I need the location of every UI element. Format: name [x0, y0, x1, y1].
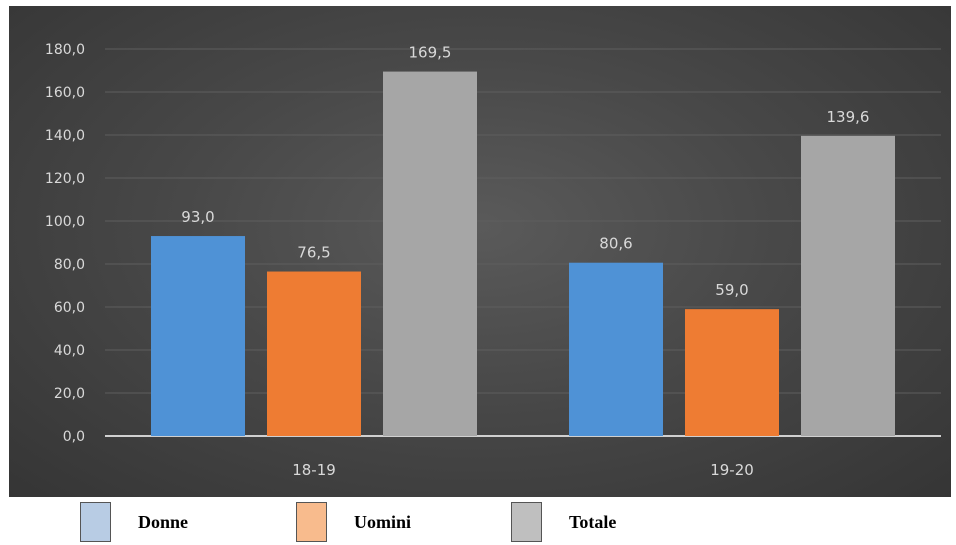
y-tick-label: 160,0	[45, 85, 85, 101]
legend-item-donne: Donne	[80, 502, 188, 542]
bar-uomini-18-19	[267, 271, 361, 436]
legend-swatch-uomini	[296, 502, 327, 542]
y-tick-label: 0,0	[63, 429, 85, 445]
legend-label-uomini: Uomini	[354, 511, 412, 532]
bar-donne-18-19	[151, 236, 245, 436]
y-tick-label: 120,0	[45, 171, 85, 187]
data-label: 93,0	[181, 208, 214, 226]
y-tick-label: 80,0	[54, 257, 85, 273]
data-label: 59,0	[715, 281, 748, 299]
legend-swatch-totale	[511, 502, 542, 542]
legend: Donne Uomini Totale	[0, 497, 956, 545]
legend-item-uomini: Uomini	[296, 502, 411, 542]
y-tick-label: 100,0	[45, 214, 85, 230]
y-tick-label: 140,0	[45, 128, 85, 144]
legend-item-totale: Totale	[511, 502, 616, 542]
bar-donne-19-20	[569, 262, 663, 436]
y-tick-label: 60,0	[54, 300, 85, 316]
legend-swatch-donne	[80, 502, 111, 542]
x-category-label: 18-19	[292, 461, 336, 479]
bar-totale-18-19	[383, 71, 477, 436]
data-label: 76,5	[297, 244, 330, 262]
x-category-label: 19-20	[710, 461, 754, 479]
chart-area: 0,0 20,0 40,0 60,0 80,0 100,0 120,0 140,0 160,0 1…	[9, 6, 951, 497]
y-tick-label: 20,0	[54, 386, 85, 402]
bar-totale-19-20	[801, 135, 895, 437]
bar-chart: 0,0 20,0 40,0 60,0 80,0 100,0 120,0 140,0 160,0 1…	[45, 42, 941, 479]
data-label: 139,6	[827, 108, 870, 126]
y-tick-label: 180,0	[45, 42, 85, 58]
data-label: 80,6	[599, 235, 632, 253]
legend-label-donne: Donne	[138, 511, 189, 532]
data-label: 169,5	[409, 44, 452, 62]
y-tick-label: 40,0	[54, 343, 85, 359]
bar-uomini-19-20	[685, 309, 779, 436]
legend-label-totale: Totale	[569, 511, 617, 532]
